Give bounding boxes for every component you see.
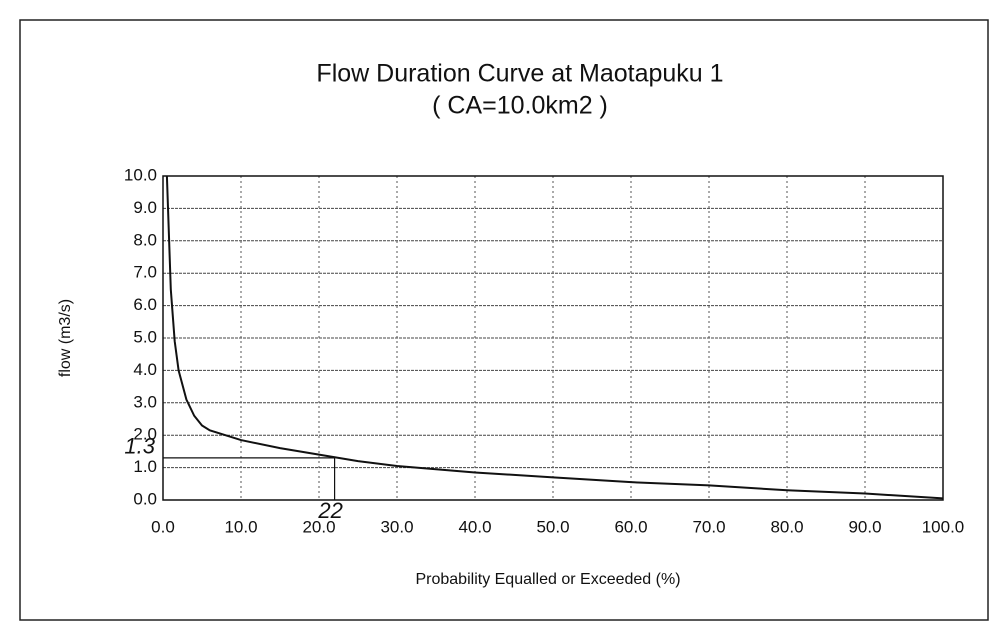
reference-y-label: 1.3 [124,434,155,459]
y-tick-label: 0.0 [133,489,157,508]
plot-area [162,175,944,501]
x-tick-label: 60.0 [614,517,647,536]
x-tick-label: 10.0 [224,517,257,536]
y-tick-label: 10.0 [124,165,157,184]
x-tick-label: 90.0 [848,517,881,536]
x-tick-label: 0.0 [151,517,175,536]
x-tick-label: 50.0 [536,517,569,536]
y-axis-label: flow (m3/s) [57,299,74,377]
flow-curve [165,175,944,500]
reference-x-label: 22 [317,498,342,523]
y-tick-label: 9.0 [133,198,157,217]
x-tick-label: 30.0 [380,517,413,536]
chart-title: Flow Duration Curve at Maotapuku 1 [316,60,723,88]
y-tick-label: 4.0 [133,360,157,379]
y-tick-label: 1.0 [133,457,157,476]
y-tick-label: 7.0 [133,263,157,282]
x-tick-label: 40.0 [458,517,491,536]
y-tick-label: 6.0 [133,295,157,314]
x-axis-label: Probability Equalled or Exceeded (%) [415,571,680,588]
x-tick-label: 70.0 [692,517,725,536]
frame [19,19,989,621]
y-tick-label: 8.0 [133,230,157,249]
y-tick-label: 2.0 [133,425,157,444]
x-tick-label: 80.0 [770,517,803,536]
y-tick-label: 5.0 [133,327,157,346]
x-tick-label: 20.0 [302,517,335,536]
chart-subtitle: ( CA=10.0km2 ) [432,92,608,120]
y-tick-label: 3.0 [133,392,157,411]
x-tick-label: 100.0 [922,517,965,536]
